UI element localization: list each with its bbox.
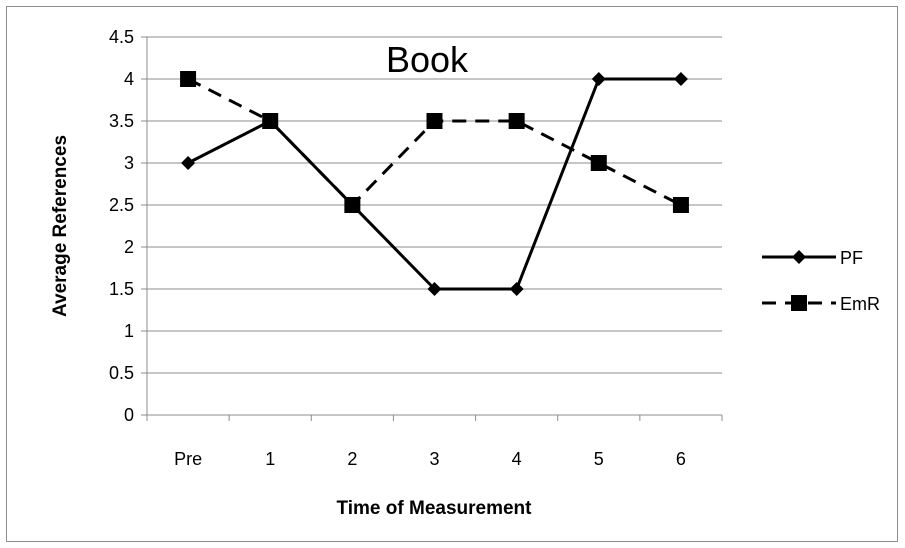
gridlines bbox=[147, 36, 722, 374]
y-tick-label: 4 bbox=[124, 69, 134, 89]
data-point-pf bbox=[427, 282, 442, 296]
series-line-emr bbox=[187, 77, 682, 207]
data-point-pf bbox=[509, 282, 524, 296]
tick-labels: 0 0.5 1 1.5 2 2.5 3 3.5 4 4.5 Pre 1 2 3 4 5 6 bbox=[109, 27, 686, 469]
y-tick-label: 0.5 bbox=[109, 363, 134, 383]
legend-label-emr: EmR bbox=[840, 294, 880, 314]
series-line-pf bbox=[187, 77, 681, 291]
series bbox=[180, 71, 689, 296]
y-tick-label: 1 bbox=[124, 321, 134, 341]
y-tick-label: 4.5 bbox=[109, 27, 134, 47]
x-tick-label: 6 bbox=[676, 449, 686, 469]
y-tick-label: 1.5 bbox=[109, 279, 134, 299]
legend-item-pf: PF bbox=[762, 248, 863, 268]
data-point-pf bbox=[591, 72, 606, 86]
x-tick-label: 1 bbox=[265, 449, 275, 469]
data-point-emr bbox=[426, 113, 443, 129]
legend-label-pf: PF bbox=[840, 248, 863, 268]
x-tick-label: Pre bbox=[174, 449, 202, 469]
data-point-pf bbox=[673, 72, 688, 86]
data-point-emr bbox=[262, 113, 279, 129]
y-tick-label: 2.5 bbox=[109, 195, 134, 215]
data-point-emr bbox=[590, 155, 607, 171]
x-tick-label: 5 bbox=[594, 449, 604, 469]
data-point-emr bbox=[672, 197, 689, 213]
y-axis-title: Average References bbox=[50, 135, 71, 317]
chart-frame bbox=[6, 6, 898, 542]
legend: PF EmR bbox=[762, 248, 880, 314]
y-tick-label: 2 bbox=[124, 237, 134, 257]
y-tick-label: 0 bbox=[124, 405, 134, 425]
legend-marker-pf bbox=[792, 250, 806, 264]
legend-item-emr: EmR bbox=[762, 294, 880, 314]
x-tick-label: 2 bbox=[347, 449, 357, 469]
x-axis-title: Time of Measurement bbox=[337, 498, 533, 519]
data-point-emr bbox=[508, 113, 525, 129]
series-pf bbox=[181, 72, 688, 296]
legend-marker-emr bbox=[791, 295, 807, 311]
y-tick-label: 3.5 bbox=[109, 111, 134, 131]
data-point-pf bbox=[181, 156, 196, 170]
chart-title: Book bbox=[386, 39, 469, 80]
x-tick-label: 4 bbox=[512, 449, 522, 469]
series-emr bbox=[180, 71, 689, 213]
y-tick-label: 3 bbox=[124, 153, 134, 173]
x-tick-label: 3 bbox=[429, 449, 439, 469]
data-point-emr bbox=[344, 197, 361, 213]
axes bbox=[141, 36, 723, 421]
data-point-emr bbox=[180, 71, 197, 87]
